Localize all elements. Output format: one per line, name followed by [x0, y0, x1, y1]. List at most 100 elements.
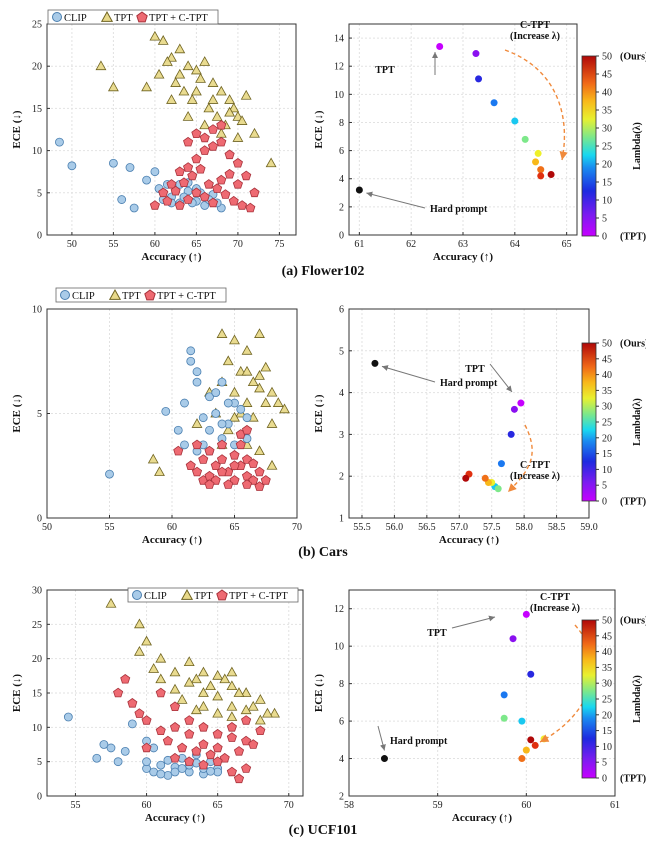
- colorbar-tick-label: 20: [602, 710, 612, 721]
- clip-point: [198, 413, 208, 423]
- clip-point: [150, 167, 160, 177]
- ctpt-point: [199, 145, 210, 155]
- colorbar-tick-label: 30: [602, 124, 612, 135]
- tpt-point: [279, 403, 290, 414]
- ctpt-point: [241, 715, 252, 725]
- tpt-point: [266, 459, 278, 470]
- tpt-point: [247, 376, 259, 387]
- y-tick-label: 12: [334, 62, 344, 73]
- ctpt-point: [241, 424, 253, 435]
- clip-point: [170, 767, 180, 777]
- clip-point: [242, 413, 252, 423]
- tpt-point: [195, 73, 206, 83]
- tpt-point: [254, 445, 265, 456]
- lambda-point: [527, 736, 535, 744]
- lambda-point: [518, 755, 526, 763]
- tpt-point: [198, 700, 209, 711]
- colorbar-tick-label: 10: [602, 742, 612, 753]
- x-axis-label: Accuracy (↑): [145, 812, 206, 824]
- y-tick-label: 3: [339, 430, 344, 441]
- legend-marker-ctpt: [144, 289, 156, 301]
- ctpt-point: [212, 183, 223, 193]
- x-tick-label: 58.0: [515, 522, 533, 533]
- tpt-point: [254, 694, 266, 704]
- legend-marker-clip: [60, 290, 70, 300]
- colorbar-tick-label: 5: [602, 481, 607, 492]
- x-tick-label: 61: [610, 800, 620, 811]
- ctpt-point: [198, 722, 209, 732]
- clip-point: [109, 158, 118, 168]
- ctpt-point: [229, 450, 240, 460]
- tpt-point: [199, 56, 211, 66]
- tpt-point: [260, 361, 272, 372]
- colorbar-tick-label: 45: [602, 354, 612, 365]
- y-tick-label: 25: [32, 620, 42, 631]
- colorbar-top-label: (Ours): [620, 339, 646, 350]
- x-tick-label: 63: [458, 239, 468, 250]
- tpt-point: [266, 386, 278, 397]
- x-tick-label: 58: [344, 800, 354, 811]
- clip-point: [177, 764, 187, 773]
- ctpt-point: [166, 179, 177, 189]
- ctpt-point: [207, 124, 219, 134]
- y-tick-label: 20: [32, 62, 42, 73]
- y-tick-label: 15: [32, 689, 42, 700]
- tpt-point: [254, 370, 265, 380]
- ctpt-point: [191, 153, 202, 164]
- tpt-point: [149, 30, 161, 41]
- tpt-point: [190, 673, 202, 684]
- colorbar-tick-label: 15: [602, 726, 612, 737]
- tpt-point: [190, 64, 202, 75]
- plot-frame: [348, 308, 590, 519]
- y-tick-label: 8: [339, 679, 344, 690]
- tpt-point: [226, 680, 238, 691]
- x-tick-label: 55: [108, 239, 118, 250]
- x-tick-label: 59: [433, 800, 443, 811]
- colorbar-top-label: (Ours): [620, 52, 646, 63]
- y-tick-label: 5: [37, 409, 42, 420]
- tpt-point: [241, 365, 253, 376]
- lambda-point: [475, 75, 483, 83]
- colorbar-tick-label: 0: [602, 497, 607, 508]
- lambda-point: [510, 405, 518, 413]
- ctpt-point: [254, 466, 265, 477]
- ctpt-point: [235, 439, 246, 450]
- tpt-point: [134, 645, 145, 656]
- ctpt-point: [199, 191, 210, 202]
- x-axis-label: Accuracy (↑): [433, 251, 494, 263]
- colorbar-tick-label: 30: [602, 402, 612, 413]
- tpt-point: [191, 418, 203, 428]
- lambda-point: [547, 171, 555, 179]
- ctpt-point: [226, 732, 237, 742]
- ctpt-point: [199, 132, 210, 143]
- clip-point: [120, 746, 130, 756]
- y-axis-label: ECE (↓): [313, 394, 325, 433]
- y-axis-label: ECE (↓): [11, 394, 23, 433]
- tpt-point: [174, 43, 186, 54]
- ctpt-point: [212, 728, 223, 739]
- clip-point: [223, 398, 233, 408]
- tpt-point: [229, 386, 240, 397]
- tpt-point: [226, 666, 238, 677]
- ctpt-annotation: C-TPT: [520, 460, 550, 471]
- ctpt-point: [177, 742, 188, 753]
- ctpt-point: [241, 170, 252, 181]
- tpt-point: [254, 714, 266, 725]
- tpt-point: [241, 397, 253, 407]
- tpt-point: [154, 466, 165, 476]
- ctpt-point: [241, 763, 252, 773]
- tpt-point: [262, 707, 273, 718]
- x-tick-label: 55: [105, 522, 115, 533]
- hard-prompt-arrow: [381, 365, 436, 383]
- tpt-point: [174, 68, 186, 79]
- x-tick-label: 70: [233, 239, 243, 250]
- y-tick-label: 10: [334, 90, 344, 101]
- colorbar-tick-label: 20: [602, 433, 612, 444]
- colorbar: [581, 342, 597, 502]
- x-tick-label: 62: [406, 239, 416, 250]
- lambda-point: [462, 474, 470, 482]
- colorbar-bottom-label: (TPT): [620, 232, 646, 243]
- lambda-plot: 61 62 63 64 65 0 2 4 6 8 10 12 14 Accuracy (↑) ECE (↓)…: [313, 20, 578, 263]
- clip-point: [99, 740, 109, 749]
